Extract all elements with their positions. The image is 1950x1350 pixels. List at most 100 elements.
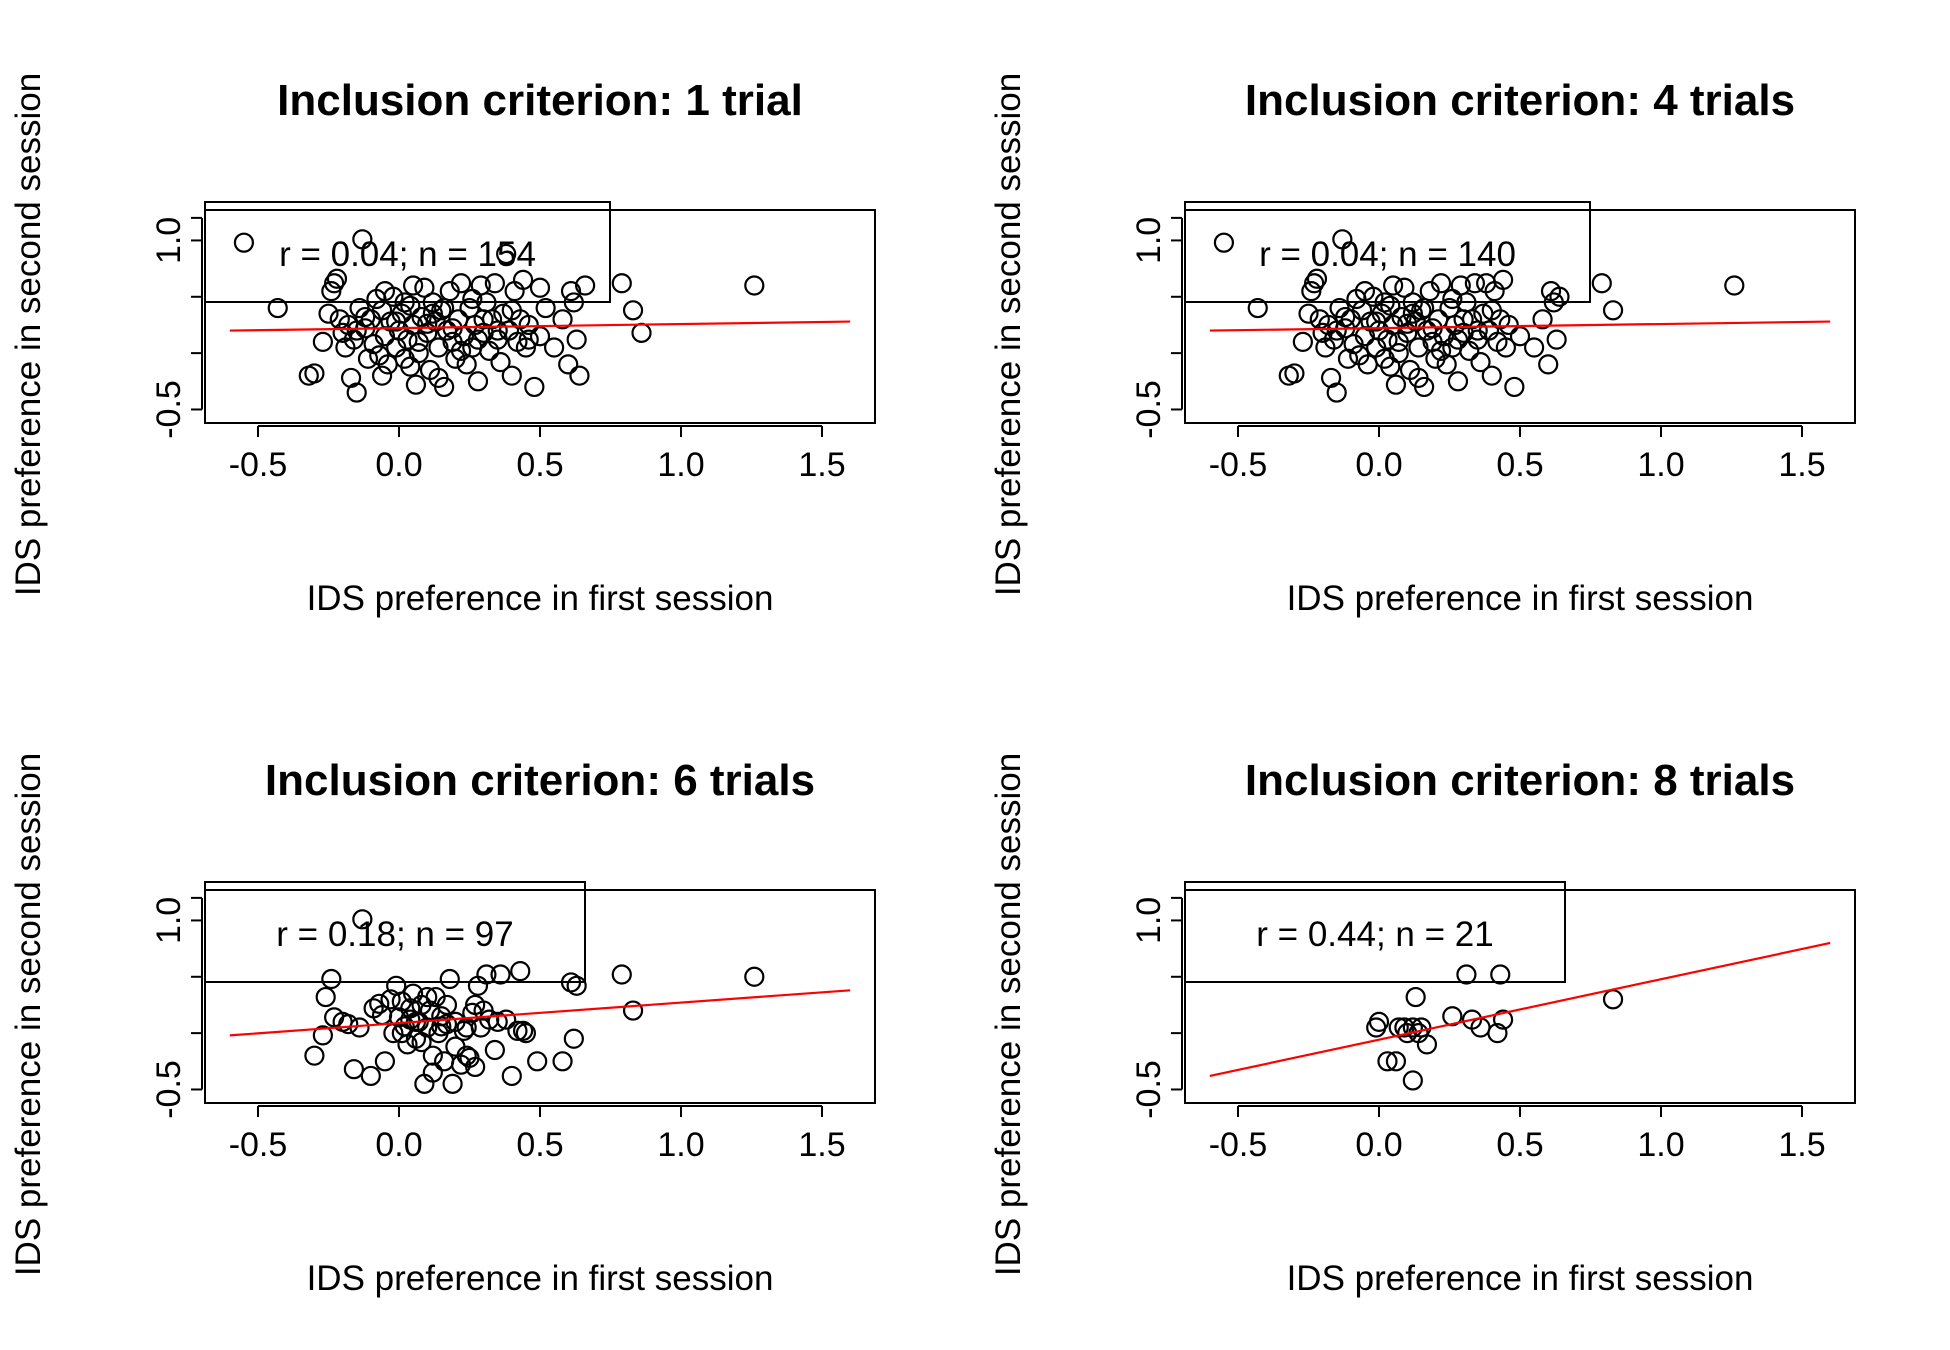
- data-point: [324, 273, 345, 294]
- data-point: [1408, 367, 1429, 389]
- data-point: [304, 363, 325, 384]
- data-point: [1397, 313, 1418, 334]
- x-tick-label: 0.0: [375, 446, 422, 484]
- x-tick-label: 1.0: [657, 1126, 704, 1164]
- x-tick-label: 1.5: [798, 1126, 845, 1164]
- data-point: [1213, 232, 1235, 253]
- y-tick-label: -0.5: [1130, 380, 1168, 439]
- data-point: [315, 986, 336, 1008]
- data-point: [1492, 269, 1514, 290]
- data-point: [318, 303, 339, 324]
- data-point: [1377, 1051, 1398, 1072]
- plot-area: [1209, 229, 1831, 403]
- data-point: [1464, 273, 1485, 294]
- panel-title: Inclusion criterion: 6 trials: [265, 756, 815, 805]
- data-point: [1405, 986, 1426, 1008]
- panel-4: Inclusion criterion: 8 trials -0.5 0.0 0.5 1…: [989, 753, 1856, 1298]
- data-point: [450, 273, 472, 294]
- y-axis-label: IDS preference in second session: [989, 753, 1028, 1276]
- data-point: [529, 326, 551, 347]
- x-tick-label: 1.5: [1778, 446, 1825, 484]
- data-point: [622, 300, 644, 321]
- panel-3: Inclusion criterion: 6 trials -0.5 0.0 0.5 1…: [9, 753, 876, 1298]
- data-point: [496, 1009, 517, 1030]
- y-tick-label: 1.0: [150, 897, 188, 944]
- data-point: [428, 337, 449, 358]
- data-point: [346, 382, 367, 403]
- data-point: [1304, 273, 1325, 294]
- data-point: [476, 964, 497, 985]
- data-point: [487, 320, 508, 341]
- data-point: [445, 1036, 466, 1057]
- data-point: [312, 331, 333, 352]
- data-point: [552, 1051, 573, 1072]
- data-point: [558, 354, 579, 375]
- data-point: [1456, 964, 1477, 985]
- data-point: [304, 1045, 325, 1066]
- x-tick-label: -0.5: [1209, 446, 1268, 484]
- y-axis-label: IDS preference in second session: [9, 753, 48, 1276]
- x-tick-label: 1.0: [1637, 446, 1684, 484]
- data-point: [1306, 268, 1328, 289]
- data-point: [442, 1073, 463, 1094]
- data-point: [1380, 356, 1401, 377]
- panel-title: Inclusion criterion: 8 trials: [1245, 756, 1795, 805]
- data-point: [1247, 297, 1268, 319]
- y-axis-label: IDS preference in second session: [989, 73, 1028, 596]
- data-point: [1532, 309, 1553, 330]
- data-point: [1467, 320, 1488, 341]
- data-point: [566, 329, 587, 350]
- data-point: [1481, 365, 1502, 386]
- data-point: [527, 1051, 548, 1072]
- data-point: [1430, 340, 1452, 361]
- data-point: [473, 309, 494, 330]
- regression-line: [1209, 941, 1831, 1078]
- plot-area: [229, 909, 851, 1094]
- data-point: [611, 964, 632, 985]
- regression-line: [1209, 320, 1831, 332]
- data-point: [422, 1062, 443, 1083]
- data-point: [1383, 275, 1404, 296]
- data-point: [400, 356, 421, 377]
- data-point: [484, 1039, 505, 1061]
- data-point: [481, 309, 503, 330]
- data-point: [1602, 989, 1624, 1010]
- data-point: [1292, 331, 1313, 352]
- y-tick-label: -0.5: [150, 1060, 188, 1119]
- data-point: [1402, 303, 1423, 324]
- x-tick-label: 0.5: [516, 1126, 563, 1164]
- data-point: [1394, 277, 1415, 298]
- data-point: [1402, 1070, 1423, 1091]
- data-point: [1298, 303, 1319, 324]
- data-point: [1402, 1017, 1423, 1038]
- data-point: [560, 281, 582, 302]
- data-point: [1495, 337, 1517, 358]
- data-point: [1368, 1011, 1390, 1032]
- legend-box: [204, 881, 586, 983]
- data-point: [352, 909, 373, 930]
- panel-1: Inclusion criterion: 1 trial -0.5 0.0 0.5 1.…: [9, 73, 876, 618]
- data-point: [1724, 275, 1745, 296]
- y-tick-label: -0.5: [150, 380, 188, 439]
- legend-text: r = 0.18; n = 97: [276, 915, 513, 954]
- x-tick-label: -0.5: [229, 1126, 288, 1164]
- legend-text: r = 0.04; n = 154: [279, 235, 536, 274]
- x-tick-label: 0.0: [375, 1126, 422, 1164]
- data-point: [510, 961, 531, 982]
- data-point: [1447, 371, 1469, 392]
- data-point: [563, 1028, 584, 1049]
- x-axis-label: IDS preference in first session: [1287, 579, 1754, 618]
- data-point: [1492, 1009, 1514, 1030]
- data-point: [501, 365, 522, 386]
- x-tick-label: 0.5: [1496, 446, 1543, 484]
- data-point: [490, 964, 511, 985]
- data-point: [380, 989, 401, 1010]
- x-tick-label: 1.0: [657, 446, 704, 484]
- data-point: [326, 268, 348, 289]
- data-point: [1453, 309, 1474, 330]
- data-point: [496, 243, 517, 265]
- x-axis-label: IDS preference in first session: [307, 1259, 774, 1298]
- x-tick-label: 0.0: [1355, 1126, 1402, 1164]
- data-point: [1385, 374, 1407, 395]
